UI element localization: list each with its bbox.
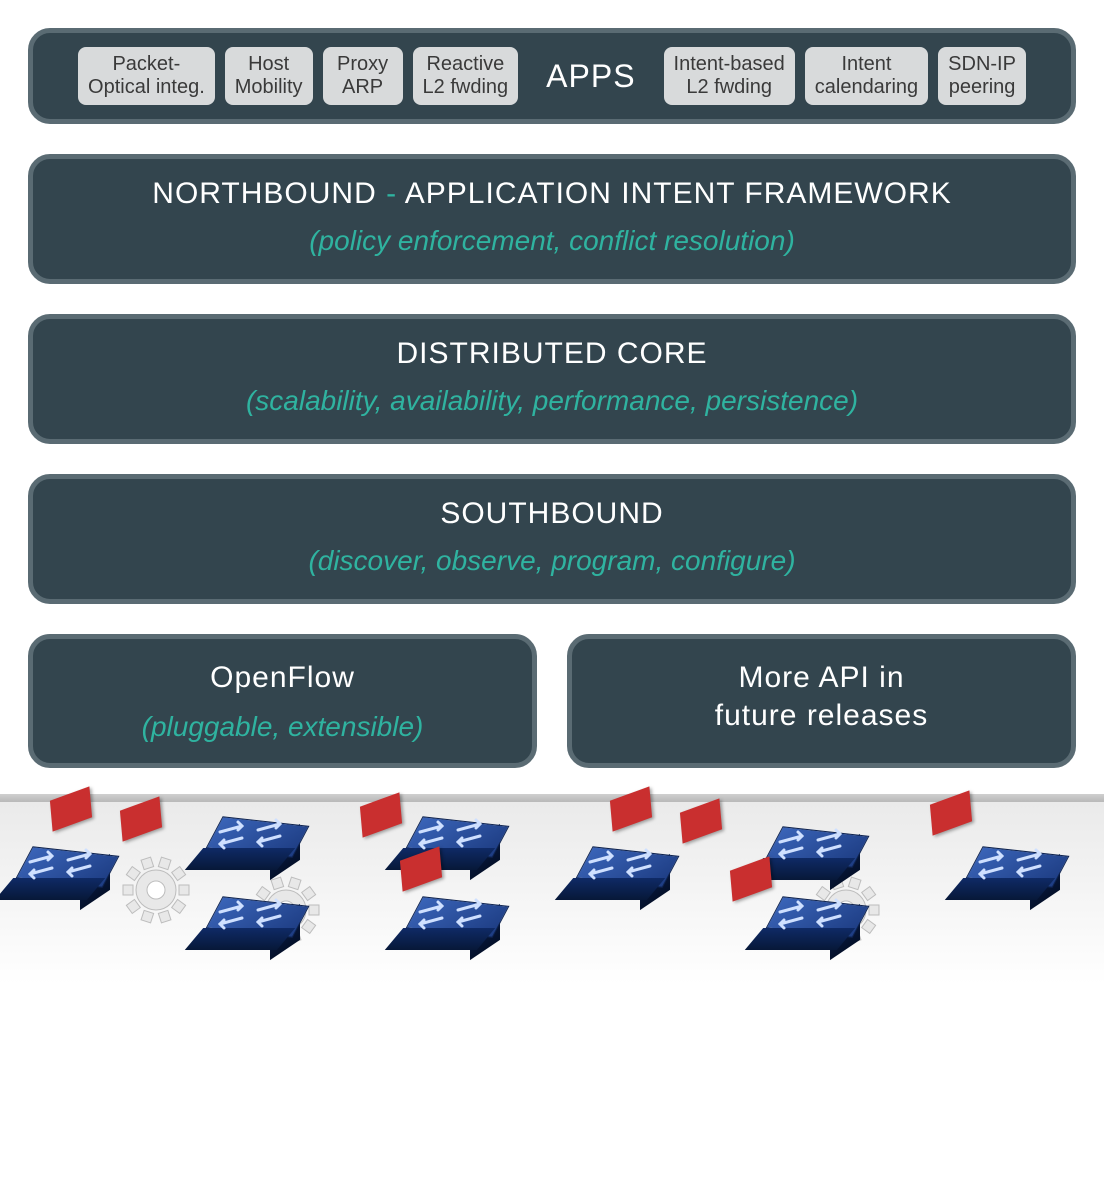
future-api-layer: More API in future releases xyxy=(567,634,1076,768)
red-flag-icon xyxy=(680,798,722,843)
diagram-canvas: Packet- Optical integ. Host Mobility Pro… xyxy=(0,0,1104,798)
title-dash: - xyxy=(377,177,405,210)
core-title: DISTRIBUTED CORE xyxy=(53,337,1051,371)
gear-icon xyxy=(120,854,192,926)
northbound-title-left: NORTHBOUND xyxy=(152,177,376,210)
network-switch-icon xyxy=(960,854,1052,912)
southbound-subtitle: (discover, observe, program, configure) xyxy=(53,545,1051,577)
network-switch-icon xyxy=(570,854,662,912)
red-flag-icon xyxy=(610,786,652,831)
apps-title: APPS xyxy=(528,58,653,95)
northbound-title-right: APPLICATION INTENT FRAMEWORK xyxy=(405,177,952,210)
app-chip: SDN-IP peering xyxy=(938,47,1026,105)
network-switch-icon xyxy=(760,904,852,962)
openflow-layer: OpenFlow (pluggable, extensible) xyxy=(28,634,537,768)
apps-layer: Packet- Optical integ. Host Mobility Pro… xyxy=(28,28,1076,124)
northbound-title: NORTHBOUND - APPLICATION INTENT FRAMEWOR… xyxy=(53,177,1051,211)
hardware-strip xyxy=(0,794,1104,984)
core-subtitle: (scalability, availability, performance,… xyxy=(53,385,1051,417)
northbound-subtitle: (policy enforcement, conflict resolution… xyxy=(53,225,1051,257)
network-switch-icon xyxy=(10,854,102,912)
protocol-row: OpenFlow (pluggable, extensible) More AP… xyxy=(28,634,1076,798)
app-chip: Proxy ARP xyxy=(323,47,403,105)
red-flag-icon xyxy=(120,796,162,841)
red-flag-icon xyxy=(360,792,402,837)
app-chip: Intent-based L2 fwding xyxy=(664,47,795,105)
network-switch-icon xyxy=(760,834,852,892)
future-api-title: More API in future releases xyxy=(592,659,1051,734)
network-switch-icon xyxy=(400,904,492,962)
red-flag-icon xyxy=(730,856,772,901)
app-chip: Host Mobility xyxy=(225,47,313,105)
network-switch-icon xyxy=(200,824,292,882)
southbound-layer: SOUTHBOUND (discover, observe, program, … xyxy=(28,474,1076,604)
northbound-layer: NORTHBOUND - APPLICATION INTENT FRAMEWOR… xyxy=(28,154,1076,284)
app-chip: Packet- Optical integ. xyxy=(78,47,215,105)
openflow-title: OpenFlow xyxy=(53,659,512,697)
core-layer: DISTRIBUTED CORE (scalability, availabil… xyxy=(28,314,1076,444)
app-chip: Intent calendaring xyxy=(805,47,928,105)
footer-space xyxy=(0,984,1104,1124)
red-flag-icon xyxy=(50,786,92,831)
southbound-title: SOUTHBOUND xyxy=(53,497,1051,531)
openflow-subtitle: (pluggable, extensible) xyxy=(53,711,512,743)
red-flag-icon xyxy=(930,790,972,835)
network-switch-icon xyxy=(200,904,292,962)
app-chip: Reactive L2 fwding xyxy=(413,47,519,105)
